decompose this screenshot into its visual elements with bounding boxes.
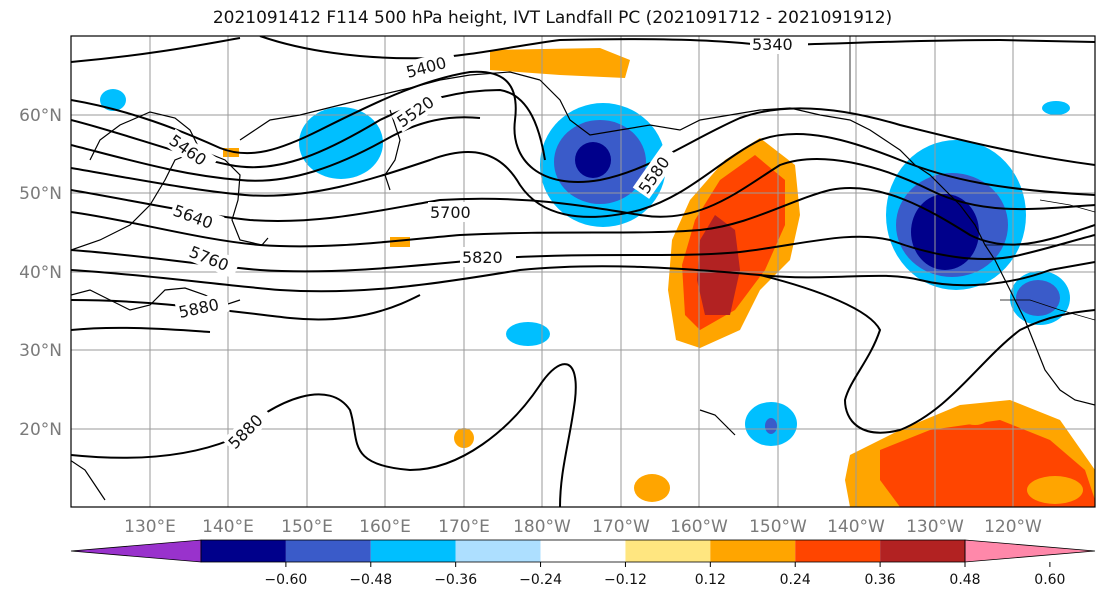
fill-region — [100, 89, 126, 111]
latitude-labels: 60°N 50°N 40°N 30°N 20°N — [19, 106, 62, 440]
colorbar: −0.60 −0.48 −0.36 −0.24 −0.12 0.12 0.24 0.36 0.4… — [70, 539, 1096, 588]
fill-region — [765, 418, 777, 434]
fill-region — [390, 237, 410, 247]
lon-label: 180°W — [513, 517, 571, 537]
colorbar-tick-label: 0.48 — [949, 572, 980, 588]
fill-region — [1042, 101, 1070, 115]
contour-label: 5820 — [462, 248, 503, 267]
fill-region — [506, 322, 550, 346]
colorbar-tick-label: 0.36 — [865, 572, 896, 588]
lat-label: 30°N — [19, 341, 62, 361]
lon-label: 130°E — [124, 517, 176, 537]
longitude-labels: 130°E 140°E 150°E 160°E 170°E 180°W 170°… — [124, 517, 1042, 537]
lon-label: 160°W — [670, 517, 728, 537]
colorbar-segment — [201, 540, 286, 562]
colorbar-tick-label: 0.24 — [780, 572, 811, 588]
colorbar-segment — [625, 540, 711, 562]
lat-label: 50°N — [19, 184, 62, 204]
lon-label: 140°W — [827, 517, 885, 537]
lon-label: 150°W — [749, 517, 807, 537]
contour-label: 5700 — [430, 203, 471, 222]
colorbar-segment — [880, 540, 965, 562]
fill-region — [299, 107, 383, 179]
fill-region — [1027, 476, 1083, 504]
lon-label: 140°E — [202, 517, 254, 537]
lon-label: 150°E — [281, 517, 333, 537]
ivt-negative-fills — [100, 89, 1070, 446]
fill-region — [223, 148, 239, 157]
colorbar-segment — [455, 540, 541, 562]
colorbar-tick-label: −0.36 — [434, 572, 477, 588]
colorbar-tick-label: 0.12 — [695, 572, 726, 588]
colorbar-tick-label: −0.60 — [264, 572, 307, 588]
fill-region — [634, 474, 670, 502]
colorbar-segment — [795, 540, 881, 562]
colorbar-segment — [370, 540, 456, 562]
map-frame — [70, 35, 1096, 508]
colorbar-segment — [540, 540, 626, 562]
lon-label: 170°W — [592, 517, 650, 537]
fill-region — [490, 48, 630, 78]
colorbar-tick-label: 0.60 — [1034, 572, 1065, 588]
lon-label: 170°E — [438, 517, 490, 537]
height-contours — [71, 36, 1095, 507]
lon-label: 130°W — [906, 517, 964, 537]
colorbar-tick-label: −0.12 — [604, 572, 647, 588]
fill-region — [575, 142, 611, 178]
ivt-positive-fills — [223, 48, 1095, 507]
colorbar-extend-min — [70, 539, 202, 563]
fill-region — [1016, 280, 1060, 316]
lat-label: 60°N — [19, 106, 62, 126]
colorbar-segment — [285, 540, 371, 562]
colorbar-segment — [710, 540, 796, 562]
colorbar-tick-label: −0.24 — [519, 572, 562, 588]
lat-label: 20°N — [19, 420, 62, 440]
map-title: 2021091412 F114 500 hPa height, IVT Land… — [212, 8, 893, 28]
lon-label: 120°W — [984, 517, 1042, 537]
fill-region — [697, 215, 740, 315]
colorbar-tick-label: −0.48 — [349, 572, 392, 588]
lat-label: 40°N — [19, 263, 62, 283]
contour-labels: 5340 5400 5460 5520 5580 5640 5700 5760 … — [164, 35, 808, 455]
colorbar-border — [200, 539, 966, 563]
colorbar-extend-max — [964, 539, 1096, 563]
lon-label: 160°E — [359, 517, 411, 537]
contour-label: 5340 — [752, 35, 793, 54]
fill-region — [960, 405, 990, 425]
